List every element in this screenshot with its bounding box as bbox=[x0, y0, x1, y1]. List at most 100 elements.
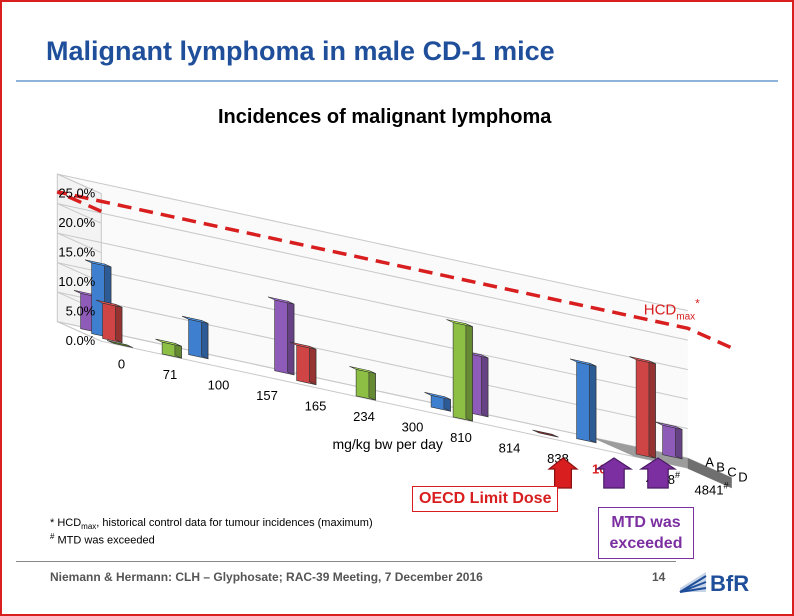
study-label: A bbox=[705, 455, 714, 470]
gridline bbox=[57, 203, 688, 341]
bar-D-810 bbox=[446, 319, 473, 422]
x-tick-value: 71 bbox=[163, 367, 177, 382]
x-tick-label: 300 bbox=[402, 419, 424, 434]
footnote-hcd-prefix: * HCD bbox=[50, 517, 82, 529]
bar-D-0 bbox=[106, 340, 134, 348]
mtd-label-line2: exceeded bbox=[609, 535, 683, 552]
arrows-layer bbox=[547, 457, 678, 489]
hcd-label-mark: * bbox=[695, 296, 700, 310]
bar-face bbox=[629, 356, 656, 365]
bar-C-838 bbox=[532, 429, 559, 438]
bar-face bbox=[648, 360, 656, 459]
bar-face bbox=[532, 429, 559, 438]
mtd-arrow-4348 bbox=[594, 457, 634, 489]
bar-face bbox=[368, 370, 376, 401]
gridline bbox=[57, 232, 688, 371]
bar-face bbox=[349, 366, 376, 374]
bars-layer bbox=[73, 259, 683, 460]
mtd-label-line1: MTD was bbox=[611, 514, 681, 531]
y-tick-label: 10.0% bbox=[58, 274, 95, 289]
bar-face bbox=[655, 421, 683, 430]
mtd-exceeded-label: MTD was exceeded bbox=[598, 507, 694, 559]
bar-A-814 bbox=[461, 350, 489, 418]
oecd-arrow bbox=[547, 457, 579, 489]
bar-face bbox=[84, 259, 112, 268]
x-tick-label: 810 bbox=[450, 430, 472, 445]
x-tick-label: 0 bbox=[118, 356, 125, 371]
bar-face bbox=[589, 362, 597, 444]
x-tick-mark: # bbox=[723, 480, 728, 490]
bar-face bbox=[181, 315, 209, 324]
x-tick-value: 165 bbox=[305, 398, 327, 413]
x-tick-label: 4841# bbox=[695, 480, 729, 497]
x-tick-label: 100 bbox=[208, 377, 230, 392]
page-number: 14 bbox=[652, 570, 666, 584]
y-tick-label: 25.0% bbox=[58, 186, 95, 201]
chart-title: Incidences of malignant lymphoma bbox=[218, 106, 552, 128]
bar-B-100 bbox=[181, 315, 209, 360]
hcd-label-main: HCD bbox=[644, 301, 677, 318]
footer-text: Niemann & Hermann: CLH – Glyphosate; RAC… bbox=[50, 570, 483, 584]
study-label: B bbox=[716, 459, 725, 474]
slide-title: Malignant lymphoma in male CD-1 mice bbox=[46, 36, 555, 66]
x-tick-value: 810 bbox=[450, 430, 472, 445]
x-axis-title: mg/kg bw per day bbox=[332, 436, 443, 452]
high-dose-floor-edge bbox=[687, 458, 732, 489]
x-tick-value: 0 bbox=[118, 356, 125, 371]
x-tick-value: 157 bbox=[256, 388, 278, 403]
footnote-hcd-text: , historical control data for tumour inc… bbox=[96, 517, 373, 529]
hcd-label-sub: max bbox=[676, 311, 695, 322]
y-tick-label: 20.0% bbox=[58, 215, 95, 230]
footnote-mtd-mark: # bbox=[50, 532, 55, 541]
y-tick-label: 0.0% bbox=[66, 333, 96, 348]
bfr-logo-icon bbox=[679, 572, 707, 593]
back-wall bbox=[57, 174, 688, 459]
x-tick-value: 234 bbox=[353, 409, 375, 424]
x-tick-label: 165 bbox=[305, 398, 327, 413]
labels-layer: 0.0% 5.0% 10.0% 15.0% 20.0% 25.0% HCDmax* 0 71 10… bbox=[58, 186, 747, 498]
bar-face bbox=[95, 299, 123, 308]
bar-face bbox=[309, 345, 317, 386]
bfr-logo: BfR bbox=[679, 571, 749, 596]
footnote-mtd-text: MTD was exceeded bbox=[54, 534, 155, 547]
bar-face bbox=[424, 392, 451, 400]
bar-face bbox=[465, 323, 473, 422]
bar-face bbox=[289, 341, 317, 350]
bar-B-810 bbox=[424, 392, 451, 412]
bar-face bbox=[267, 296, 295, 305]
y-tick-label: 5.0% bbox=[66, 304, 96, 319]
bar-face bbox=[106, 340, 134, 348]
bar-face bbox=[446, 319, 473, 327]
x-tick-value: 814 bbox=[499, 440, 521, 455]
bar-face bbox=[155, 338, 182, 347]
bar-face bbox=[569, 358, 597, 367]
title-divider bbox=[16, 80, 778, 82]
x-tick-value: 300 bbox=[402, 419, 424, 434]
y-tick-label: 15.0% bbox=[58, 245, 95, 260]
bar-B-1000 bbox=[569, 358, 597, 444]
bar-C-0 bbox=[95, 299, 123, 344]
x-tick-value: 100 bbox=[208, 377, 230, 392]
oecd-limit-dose-label: OECD Limit Dose bbox=[412, 486, 559, 512]
bar-A-4841 bbox=[655, 421, 683, 460]
x-tick-label: 234 bbox=[353, 409, 375, 424]
x-tick-mark: # bbox=[675, 470, 680, 480]
bar-D-234 bbox=[349, 366, 376, 401]
study-label: C bbox=[727, 464, 736, 479]
bar-C-165 bbox=[289, 341, 317, 386]
bar-D-71 bbox=[155, 338, 182, 359]
mtd-arrow-4841 bbox=[638, 457, 678, 489]
x-tick-label: 814 bbox=[499, 440, 521, 455]
hcd-max-line bbox=[56, 190, 733, 350]
bar-C-4348 bbox=[629, 356, 656, 459]
bar-face bbox=[287, 300, 295, 376]
bar-face bbox=[115, 303, 123, 344]
x-tick-label: 71 bbox=[163, 367, 177, 382]
footnote-mtd: # MTD was exceeded bbox=[50, 532, 155, 547]
bar-face bbox=[481, 354, 489, 418]
bar-face bbox=[675, 425, 683, 460]
footnote-hcd-sub: max bbox=[81, 522, 97, 532]
bar-A-165 bbox=[267, 296, 295, 376]
